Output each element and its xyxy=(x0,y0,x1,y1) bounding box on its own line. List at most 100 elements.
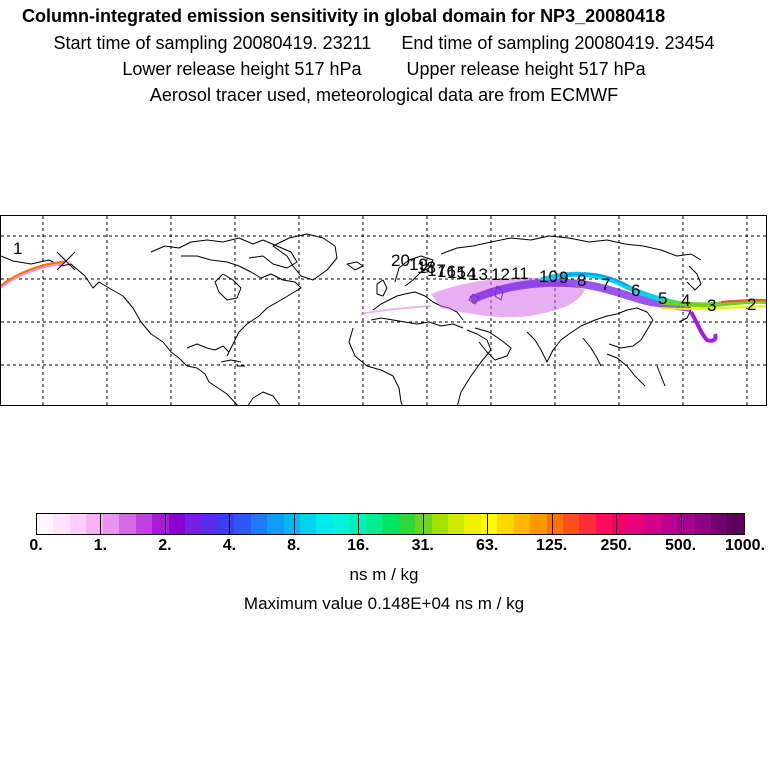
start-time: Start time of sampling 20080419. 23211 xyxy=(53,33,372,53)
plume-europe-wisp xyxy=(360,305,432,315)
upper-release-height: Upper release height 517 hPa xyxy=(406,59,646,79)
coast-north-america-east xyxy=(181,255,302,357)
colorbar-cell xyxy=(546,514,563,534)
colorbar-cell xyxy=(86,514,103,534)
colorbar-tick-label: 125. xyxy=(536,537,568,554)
colorbar-tick-label: 250. xyxy=(600,537,632,554)
colorbar-separator xyxy=(616,513,618,535)
colorbar-separator xyxy=(100,513,102,535)
colorbar-separator xyxy=(422,513,424,535)
colorbar-cell xyxy=(184,514,202,534)
lower-release-height: Lower release height 517 hPa xyxy=(122,59,362,79)
coast-gulf-mexico xyxy=(186,343,230,353)
plume-alaska-low xyxy=(1,260,66,288)
trajectory-label: 6 xyxy=(631,281,640,300)
colorbar-cell xyxy=(102,514,120,534)
colorbar-cell xyxy=(563,514,580,534)
colorbar-units: ns m / kg xyxy=(349,565,419,584)
coast-north-america-west xyxy=(122,295,188,367)
colorbar-cell xyxy=(447,514,465,534)
trajectory-label: 9 xyxy=(559,268,568,287)
colorbar-cell xyxy=(398,514,416,534)
coast-alaska xyxy=(1,255,124,297)
colorbar-tick-label: 500. xyxy=(664,537,697,554)
colorbar-cell xyxy=(727,514,744,534)
coast-greenland xyxy=(272,233,338,281)
colorbar-cell xyxy=(152,514,169,534)
colorbar-cell xyxy=(579,514,596,534)
title-line-4: Aerosol tracer used, meteorological data… xyxy=(149,85,619,105)
release-point-marker xyxy=(56,251,76,271)
colorbar-tick-label: 63. xyxy=(476,537,499,554)
trajectory-label: 18 xyxy=(417,258,436,277)
colorbar-cell xyxy=(530,514,547,534)
colorbar-cell xyxy=(645,514,662,534)
colorbar-cell xyxy=(135,514,153,534)
plume-europe-diffuse xyxy=(431,277,585,318)
trajectory-label: 15 xyxy=(447,263,466,282)
colorbar xyxy=(36,513,745,535)
colorbar-separator xyxy=(551,513,553,535)
colorbar-cell xyxy=(234,514,251,534)
emission-sensitivity-plume xyxy=(1,260,766,343)
colorbar-cell xyxy=(250,514,268,534)
coast-central-america xyxy=(186,365,216,387)
map-canvas: 20 19 18 17 16 15 14 13 12 11 10 9 8 7 6… xyxy=(1,216,766,405)
colorbar-cell xyxy=(678,514,695,534)
colorbar-tick-label: 31. xyxy=(411,537,434,554)
colorbar-cell xyxy=(628,514,646,534)
colorbar-cell xyxy=(267,514,284,534)
colorbar-separator xyxy=(164,513,166,535)
colorbar-separator xyxy=(229,513,231,535)
colorbar-cell xyxy=(300,514,317,534)
coast-south-america xyxy=(214,385,281,405)
colorbar-separator xyxy=(487,513,489,535)
colorbar-cell xyxy=(201,514,218,534)
map-gridlines xyxy=(1,216,766,405)
coast-southeast-asia xyxy=(582,337,646,387)
coast-kamchatka xyxy=(686,265,702,291)
colorbar-cell xyxy=(612,514,629,534)
colorbar-cell xyxy=(69,514,87,534)
trajectory-label: 2 xyxy=(747,295,756,314)
colorbar-cell xyxy=(480,514,498,534)
colorbar-cell xyxy=(53,514,70,534)
colorbar-tick-label: 2. xyxy=(158,537,172,554)
colorbar-cell xyxy=(382,514,399,534)
plume-east-strand xyxy=(660,298,766,308)
colorbar-cell xyxy=(119,514,136,534)
coast-britain xyxy=(376,279,388,297)
colorbar-cell xyxy=(365,514,383,534)
colorbar-cell xyxy=(694,514,711,534)
trajectory-label: 13 xyxy=(469,265,488,284)
coast-caribbean xyxy=(220,359,245,367)
colorbar-separator xyxy=(358,513,360,535)
title-line-3: Lower release height 517 hPa Upper relea… xyxy=(0,59,768,80)
trajectory-label: 8 xyxy=(577,271,586,290)
trajectory-label: 14 xyxy=(457,264,476,283)
coast-mediterranean xyxy=(370,317,464,329)
colorbar-cell xyxy=(283,514,300,534)
colorbar-cell xyxy=(661,514,679,534)
plume-asia-core-inner xyxy=(560,272,630,287)
trajectory-label: 12 xyxy=(491,265,510,284)
colorbar-cell xyxy=(464,514,481,534)
colorbar-tick-label: 1000. xyxy=(724,537,766,554)
coastlines xyxy=(1,233,702,405)
colorbar-cell xyxy=(349,514,366,534)
world-map: 20 19 18 17 16 15 14 13 12 11 10 9 8 7 6… xyxy=(0,215,767,406)
coast-scandinavia xyxy=(394,255,434,287)
trajectory-label: 4 xyxy=(681,291,690,310)
plume-alaska-mid xyxy=(1,263,64,289)
colorbar-cell xyxy=(332,514,350,534)
trajectory-label: 7 xyxy=(601,275,610,294)
plume-japan-branch xyxy=(689,310,718,343)
coast-iceland xyxy=(346,261,364,271)
trajectory-label: 3 xyxy=(707,296,716,315)
maximum-value-text: Maximum value 0.148E+04 ns m / kg xyxy=(243,594,525,613)
trajectory-label: 19 xyxy=(409,255,428,274)
colorbar-cell xyxy=(316,514,333,534)
coast-arctic-islands xyxy=(150,237,298,269)
trajectory-label: 16 xyxy=(437,262,456,281)
colorbar-cell xyxy=(217,514,235,534)
